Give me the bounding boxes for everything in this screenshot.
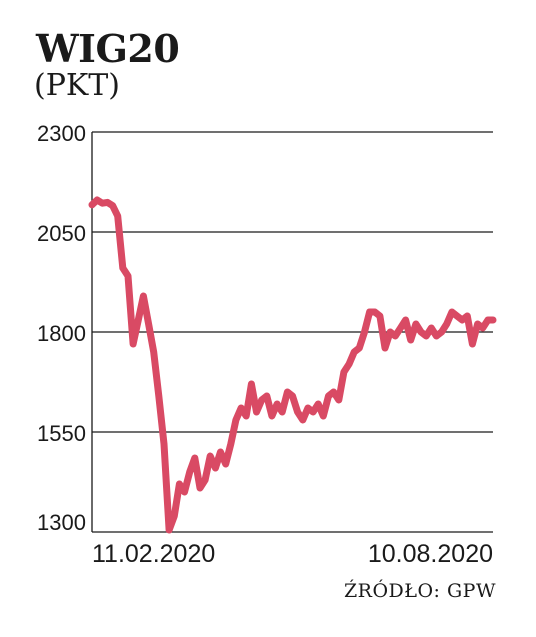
chart-unit: (PKT) xyxy=(34,68,121,103)
y-tick-label: 2300 xyxy=(37,121,86,146)
x-tick-label: 11.02.2020 xyxy=(92,540,215,568)
y-tick-label: 1800 xyxy=(37,321,86,346)
series-group xyxy=(88,196,497,534)
y-tick-label: 2050 xyxy=(37,221,86,246)
y-tick-label: 1300 xyxy=(37,510,86,535)
chart-title: WIG20 xyxy=(36,26,180,71)
x-tick-labels: 11.02.2020 10.08.2020 xyxy=(92,540,493,568)
x-tick-label: 10.08.2020 xyxy=(368,540,493,568)
source-note: ŹRÓDŁO: GPW xyxy=(343,580,496,602)
y-tick-label: 1550 xyxy=(37,421,86,446)
series-line-0 xyxy=(88,196,497,534)
y-tick-labels: 2300 2050 1800 1550 1300 xyxy=(37,121,86,535)
